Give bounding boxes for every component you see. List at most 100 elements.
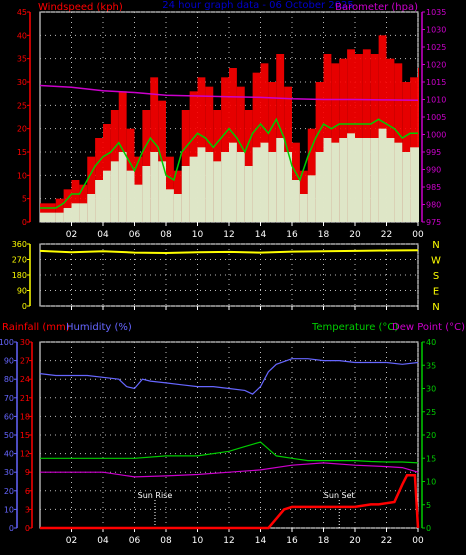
rainfall-y-tick-label: 24 <box>20 375 30 384</box>
speed-bar <box>166 189 174 222</box>
temperature-y-tick-label: 0 <box>426 524 431 533</box>
climate-x-tick-label: 08 <box>160 536 172 546</box>
rainfall-y-tick-label: 12 <box>20 450 30 459</box>
wind-axis-title: Windspeed (kph) <box>38 2 123 13</box>
wind-x-tick-label: 08 <box>160 230 172 240</box>
humidity-y-tick-label: 60 <box>4 412 14 421</box>
temperature-y-tick-label: 40 <box>426 338 436 347</box>
barometer-y-tick-label: 980 <box>426 201 441 210</box>
gust-bar <box>221 77 229 222</box>
climate-plot-frame <box>39 341 419 529</box>
speed-bar <box>355 138 363 222</box>
dewpoint-axis-title: Dew Point (°C) <box>392 322 465 333</box>
wind-x-tick-label: 04 <box>97 230 109 240</box>
wind-y-tick-label: 10 <box>17 171 27 180</box>
speed-bar <box>229 142 237 222</box>
speed-bar <box>134 184 143 222</box>
wind-y-tick-label: 0 <box>22 218 27 227</box>
gust-bar <box>87 156 96 222</box>
gust-bar <box>63 189 72 222</box>
temperature-y-tick-label: 20 <box>426 431 436 440</box>
sun-marker-label: Sun Rise <box>138 491 173 500</box>
wind-x-tick-label: 02 <box>66 230 77 240</box>
average-wind-line <box>40 117 418 209</box>
wind-x-tick-label: 20 <box>349 230 361 240</box>
barometer-y-tick-label: 1025 <box>426 43 446 52</box>
speed-bar <box>244 166 253 222</box>
compass-label: S <box>433 271 439 282</box>
barometer-y-tick-label: 995 <box>426 148 441 157</box>
speed-bar <box>252 147 261 222</box>
dew-point-line <box>40 462 419 478</box>
humidity-y-tick-label: 20 <box>4 487 14 496</box>
rainfall-axis-title: Rainfall (mm) <box>2 322 70 333</box>
wind-x-tick-label: 06 <box>129 230 141 240</box>
humidity-line <box>39 358 419 395</box>
speed-bar <box>292 180 300 222</box>
speed-bar <box>118 152 127 222</box>
climate-x-tick-label: 10 <box>192 536 204 546</box>
barometer-y-tick-label: 1005 <box>426 113 446 122</box>
speed-bar <box>410 147 418 222</box>
speed-bar <box>260 142 269 222</box>
gust-bar <box>71 180 80 222</box>
gust-bar <box>55 198 64 222</box>
compass-label: W <box>431 256 441 267</box>
speed-bar <box>307 175 316 222</box>
wind-y-tick-label: 35 <box>17 55 27 64</box>
rainfall-y-tick-label: 27 <box>20 357 30 366</box>
temperature-y-tick-label: 15 <box>426 454 436 463</box>
temperature-line <box>40 441 419 464</box>
speed-bar <box>71 203 80 222</box>
speed-bar <box>315 152 324 222</box>
direction-y-tick-label: 360 <box>12 240 27 249</box>
wind-y-tick-label: 45 <box>17 8 27 17</box>
climate-x-tick-label: 02 <box>66 536 77 546</box>
climate-x-tick-label: 16 <box>286 536 298 546</box>
speed-bar <box>221 152 229 222</box>
direction-y-tick-label: 180 <box>12 271 27 280</box>
speed-bar <box>110 161 119 222</box>
barometer-y-tick-label: 1010 <box>426 96 446 105</box>
speed-bar <box>236 152 245 222</box>
wind-y-tick-label: 40 <box>17 31 27 40</box>
temperature-y-tick-label: 10 <box>426 478 436 487</box>
wind-x-tick-label: 10 <box>192 230 204 240</box>
sun-marker-label: Sun Set <box>324 491 355 500</box>
climate-x-tick-label: 12 <box>223 536 234 546</box>
wind-y-tick-label: 20 <box>17 125 27 134</box>
humidity-y-tick-label: 0 <box>9 524 14 533</box>
speed-bar <box>142 166 151 222</box>
gust-bar <box>362 49 371 223</box>
rainfall-y-tick-label: 21 <box>20 394 30 403</box>
speed-bar <box>79 203 88 222</box>
chart-title: 24 hour graph data - 06 October 2025 <box>162 0 353 11</box>
speed-bar <box>158 161 166 222</box>
humidity-axis-title: Humidity (%) <box>66 322 132 333</box>
humidity-y-tick-label: 80 <box>4 375 14 384</box>
barometer-y-tick-label: 990 <box>426 166 441 175</box>
speed-bar <box>331 142 340 222</box>
humidity-y-tick-label: 50 <box>4 431 14 440</box>
wind-x-tick-label: 18 <box>318 230 330 240</box>
climate-x-tick-label: 20 <box>349 536 361 546</box>
wind-x-tick-label: 00 <box>412 230 424 240</box>
rainfall-y-tick-label: 18 <box>20 412 30 421</box>
speed-bar <box>299 194 308 222</box>
barometer-y-tick-label: 1000 <box>426 131 446 140</box>
humidity-y-tick-label: 30 <box>4 468 14 477</box>
climate-x-tick-label: 18 <box>318 536 330 546</box>
direction-y-tick-label: 90 <box>17 287 27 296</box>
temperature-y-tick-label: 5 <box>426 501 431 510</box>
gust-bar <box>150 77 159 222</box>
barometer-y-tick-label: 985 <box>426 183 441 192</box>
speed-bar <box>394 142 403 222</box>
speed-bar <box>418 147 419 222</box>
speed-bar <box>370 138 379 222</box>
barometer-y-tick-label: 1035 <box>426 8 446 17</box>
speed-bar <box>362 138 371 222</box>
speed-bar <box>189 156 198 222</box>
speed-bar <box>205 152 214 222</box>
climate-x-tick-label: 22 <box>381 536 392 546</box>
